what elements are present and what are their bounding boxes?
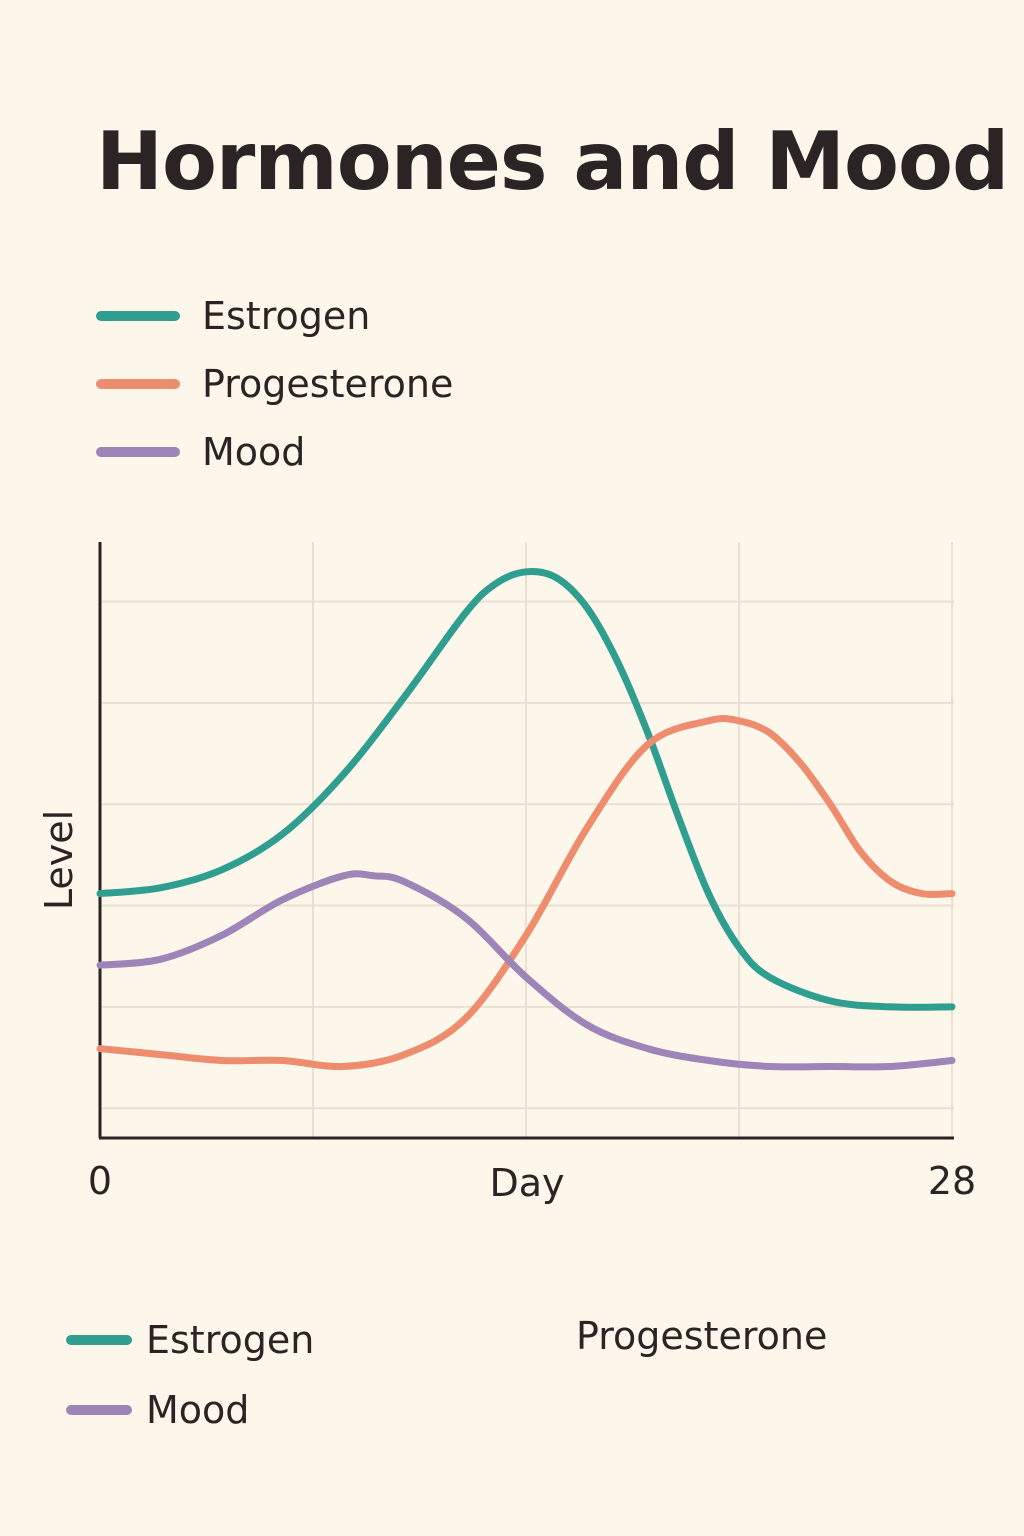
x-tick-label: 28 [928,1159,976,1203]
series-line-progesterone [96,715,956,1071]
legend-item-progesterone: Progesterone [96,350,453,418]
x-axis-label: Day [489,1161,564,1205]
legend: Estrogen Progesterone Mood [96,282,453,486]
legend-label: Mood [146,1388,250,1432]
legend-item-mood: Mood [96,418,453,486]
line-swatch-icon [96,311,180,321]
legend-label: Mood [202,430,306,474]
legend-item-estrogen: Estrogen [96,282,453,350]
x-tick-label: 0 [88,1159,112,1203]
bottom-legend-item-mood: Mood [66,1375,314,1445]
line-swatch-icon [66,1335,132,1345]
bottom-legend-item-progesterone: Progesterone [576,1314,828,1358]
bottom-legend-item-estrogen: Estrogen [66,1305,314,1375]
series-line-mood [96,870,956,1071]
legend-label: Progesterone [202,362,454,406]
bottom-legend: Estrogen Mood [66,1305,314,1445]
line-chart: 0 28 Day Level [37,542,976,1205]
y-axis-label: Level [37,810,81,910]
legend-label: Estrogen [202,294,371,338]
line-swatch-icon [96,447,180,457]
chart-title: Hormones and Mood [96,115,1009,208]
legend-label: Estrogen [146,1318,315,1362]
line-swatch-icon [96,379,180,389]
series-line-estrogen [96,567,956,1011]
line-swatch-icon [66,1405,132,1415]
